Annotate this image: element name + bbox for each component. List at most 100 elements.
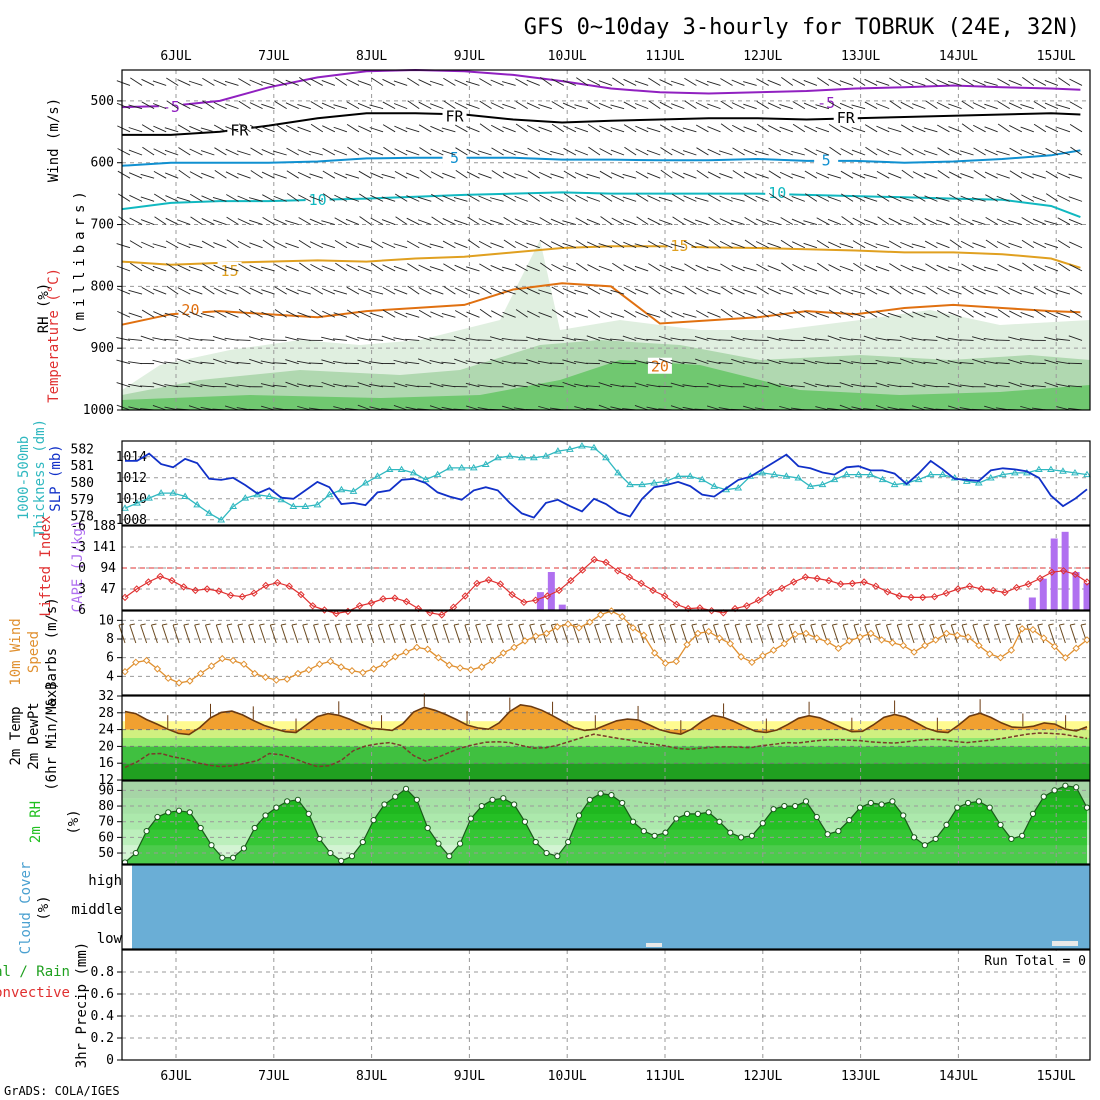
wind-barb [117,193,131,202]
rh-marker [543,849,550,857]
wind-barb [900,309,914,318]
wind-barb [501,337,516,341]
wind-barb [225,126,239,133]
wind-barb [923,312,938,318]
wind-barb [152,80,167,86]
wind-barb [1020,405,1034,411]
wind10-marker [888,639,897,647]
wind10-barb-flag [670,623,676,626]
wind10-barb-flag [918,623,924,626]
wind-barb [623,124,637,133]
wind-barb [875,359,890,365]
wind-barb [224,360,239,365]
rh-marker [348,853,356,860]
wind-barb [322,125,336,133]
wind10-marker [294,669,302,678]
wind10-barb-flag [248,623,254,626]
cape-bar [1028,597,1036,610]
wind-barb [948,288,962,295]
thickness-marker [662,477,671,484]
wind-barb [188,360,203,365]
rh-marker [1019,832,1026,839]
wind-barb [973,147,986,156]
wind-barb [249,358,263,365]
wind10-marker [1083,636,1091,644]
wind-barb [116,80,131,86]
wind-barb [212,196,227,202]
wind-barb [176,219,191,225]
wind-barb [562,381,577,388]
wind-barb [659,264,673,272]
wind-barb [346,101,360,110]
wind-barb [333,104,348,110]
wind-barb [405,384,420,388]
wind-barb [429,360,444,365]
wind-barb [297,126,311,133]
wind-barb [128,338,143,341]
wind-barb [296,383,311,388]
wind-barb [333,289,348,295]
wind-barb [875,288,890,295]
wind-barb [719,150,733,156]
run-total-box [975,951,1089,968]
wind10-barb-flag [432,623,438,626]
wind-barb [947,405,962,411]
lifted-index-marker [1071,570,1079,579]
wind10-marker [726,639,735,648]
rh-marker [651,832,658,839]
wind-barb [732,124,745,133]
rh-marker [273,804,280,811]
wind-barb [152,265,167,272]
rh-tick-label: 60 [98,830,114,845]
wind-barb [176,358,191,365]
wind-barb [816,240,830,249]
wind-barb [948,148,962,156]
wind-barb [309,241,324,249]
wind-barb [358,193,372,202]
wind10-marker [391,653,399,661]
thickness-marker [229,502,238,510]
wind-barb [152,405,167,411]
wind-barb [526,242,540,249]
wind-barb [429,382,444,388]
wind-barb [261,266,275,272]
wind-barb [273,195,287,202]
wind10-marker [996,653,1005,662]
wind-barb [261,81,275,86]
rh-marker [965,799,972,807]
rh-marker [943,821,950,828]
wind-barb [250,170,263,179]
wind10-marker [1007,646,1016,654]
wind-barb [612,77,625,86]
wind-barb [840,193,854,202]
lifted-index-marker [250,589,258,597]
wind10-marker [618,612,626,621]
wind-barb [502,311,516,318]
wind-barb [503,216,516,225]
wind-barb [767,79,781,86]
wind-barb [779,103,793,110]
wind10-marker [521,637,529,645]
wind10-marker [423,645,432,653]
rh-marker [770,806,777,813]
wind-barb [538,312,552,318]
wind-barb [983,360,998,365]
wind-barb [418,124,432,133]
wind-barb [768,170,781,179]
lifted-index-marker [660,592,669,600]
wind-barb [720,123,733,133]
wind-barb [213,219,227,225]
wind-barb [308,362,323,365]
precip-panel: Total / Rain Convective 3hr Precip (mm) … [0,942,1091,1068]
wind-barb [130,262,143,272]
wind-barb [321,288,336,295]
wind-barb [551,101,565,110]
wind-barb [887,361,902,365]
wind-barb [346,124,360,133]
wind-barb [261,126,275,133]
rh-marker [586,796,593,803]
pressure-tick-label: 800 [91,279,114,294]
wind-barb [177,79,191,86]
wind-barb [140,219,155,225]
